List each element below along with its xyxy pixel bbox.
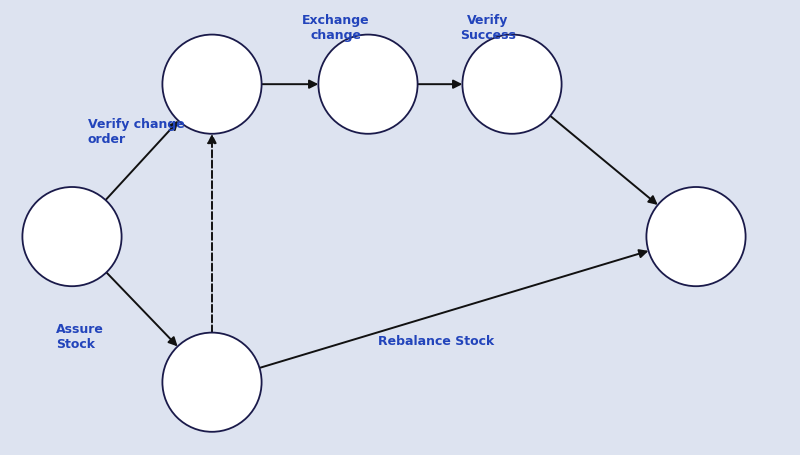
Text: Verify
Success: Verify Success [460,14,516,42]
Text: Verify change
order: Verify change order [88,118,185,146]
Circle shape [162,35,262,134]
Text: Assure
Stock: Assure Stock [56,323,104,351]
Circle shape [22,187,122,286]
Circle shape [162,333,262,432]
Text: Exchange
change: Exchange change [302,14,370,42]
Text: Rebalance Stock: Rebalance Stock [378,335,494,348]
Circle shape [318,35,418,134]
Circle shape [646,187,746,286]
Circle shape [462,35,562,134]
